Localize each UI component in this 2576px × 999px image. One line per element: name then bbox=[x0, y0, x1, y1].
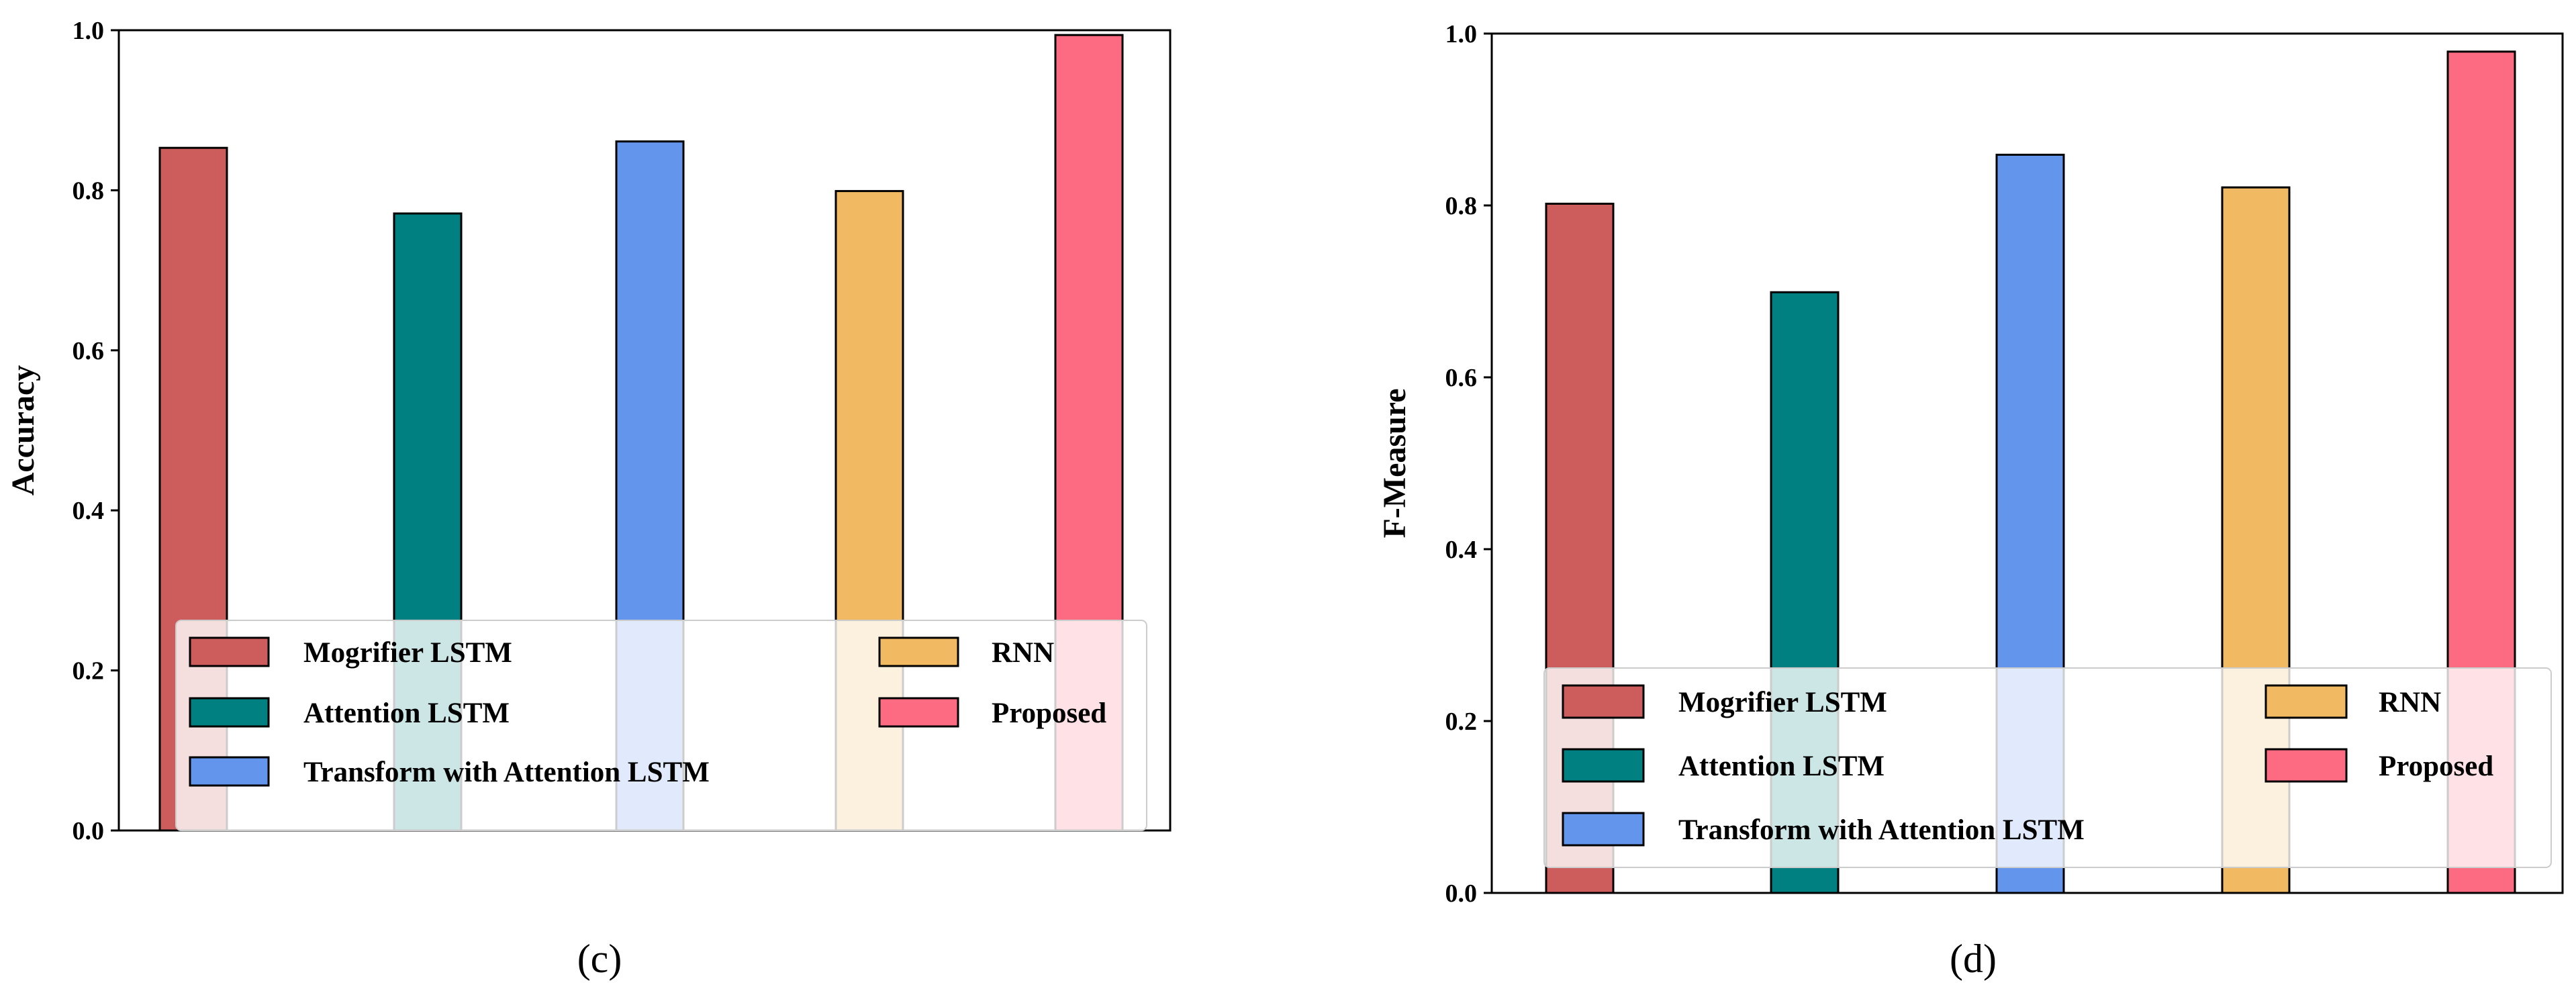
y-tick-label: 0.2 bbox=[1445, 708, 1478, 736]
legend-swatch bbox=[189, 636, 270, 667]
legend-label: RNN bbox=[992, 637, 1054, 669]
y-tick-label: 0.4 bbox=[1445, 536, 1478, 564]
legend-swatch bbox=[189, 756, 270, 787]
axes-frame bbox=[1490, 32, 2564, 894]
legend-label: RNN bbox=[2379, 687, 2441, 718]
y-tick-label: 0.4 bbox=[73, 497, 105, 525]
legend-label: Mogrifier LSTM bbox=[1678, 687, 1887, 718]
y-tick-label: 0.6 bbox=[1445, 364, 1478, 392]
y-tick-label: 0.8 bbox=[1445, 192, 1478, 220]
legend-label: Attention LSTM bbox=[303, 698, 510, 729]
legend: Mogrifier LSTM Attention LSTM Transform wi… bbox=[175, 620, 1147, 831]
y-tick-label: 1.0 bbox=[1445, 20, 1478, 48]
legend-swatch bbox=[189, 697, 270, 728]
legend-label: Transform with Attention LSTM bbox=[1678, 814, 2085, 846]
legend-swatch bbox=[1562, 748, 1645, 783]
legend-label: Transform with Attention LSTM bbox=[303, 757, 710, 788]
y-tick-label: 0.8 bbox=[73, 177, 105, 205]
legend-label: Attention LSTM bbox=[1678, 751, 1885, 782]
legend-swatch bbox=[2264, 748, 2348, 783]
legend-swatch bbox=[1562, 812, 1645, 847]
chart-accuracy: 0.0 0.2 0.4 0.6 0.8 1.0 Accuracy Mogrifier LSTM… bbox=[5, 17, 1172, 981]
y-axis-label: Accuracy bbox=[5, 365, 41, 496]
y-tick-label: 0.0 bbox=[73, 817, 105, 845]
panel-label: (d) bbox=[1950, 937, 1997, 981]
legend: Mogrifier LSTM Attention LSTM Transform wi… bbox=[1543, 667, 2552, 868]
legend-label: Proposed bbox=[2379, 751, 2493, 782]
legend-swatch bbox=[1562, 684, 1645, 719]
y-tick-label: 0.6 bbox=[73, 337, 105, 365]
legend-label: Mogrifier LSTM bbox=[303, 637, 512, 669]
legend-label: Proposed bbox=[992, 698, 1106, 729]
y-tick-label: 0.0 bbox=[1445, 879, 1478, 908]
y-tick-label: 0.2 bbox=[73, 657, 105, 685]
legend-swatch bbox=[878, 697, 959, 728]
chart-f-measure: 0.0 0.2 0.4 0.6 0.8 1.0 F-Measure Mogrifier LST… bbox=[1377, 20, 2564, 981]
y-tick-label: 1.0 bbox=[73, 17, 105, 45]
y-axis-label: F-Measure bbox=[1377, 388, 1413, 538]
panel-label: (c) bbox=[577, 937, 622, 981]
legend-swatch bbox=[2264, 684, 2348, 719]
legend-swatch bbox=[878, 636, 959, 667]
legend-box bbox=[175, 620, 1147, 831]
